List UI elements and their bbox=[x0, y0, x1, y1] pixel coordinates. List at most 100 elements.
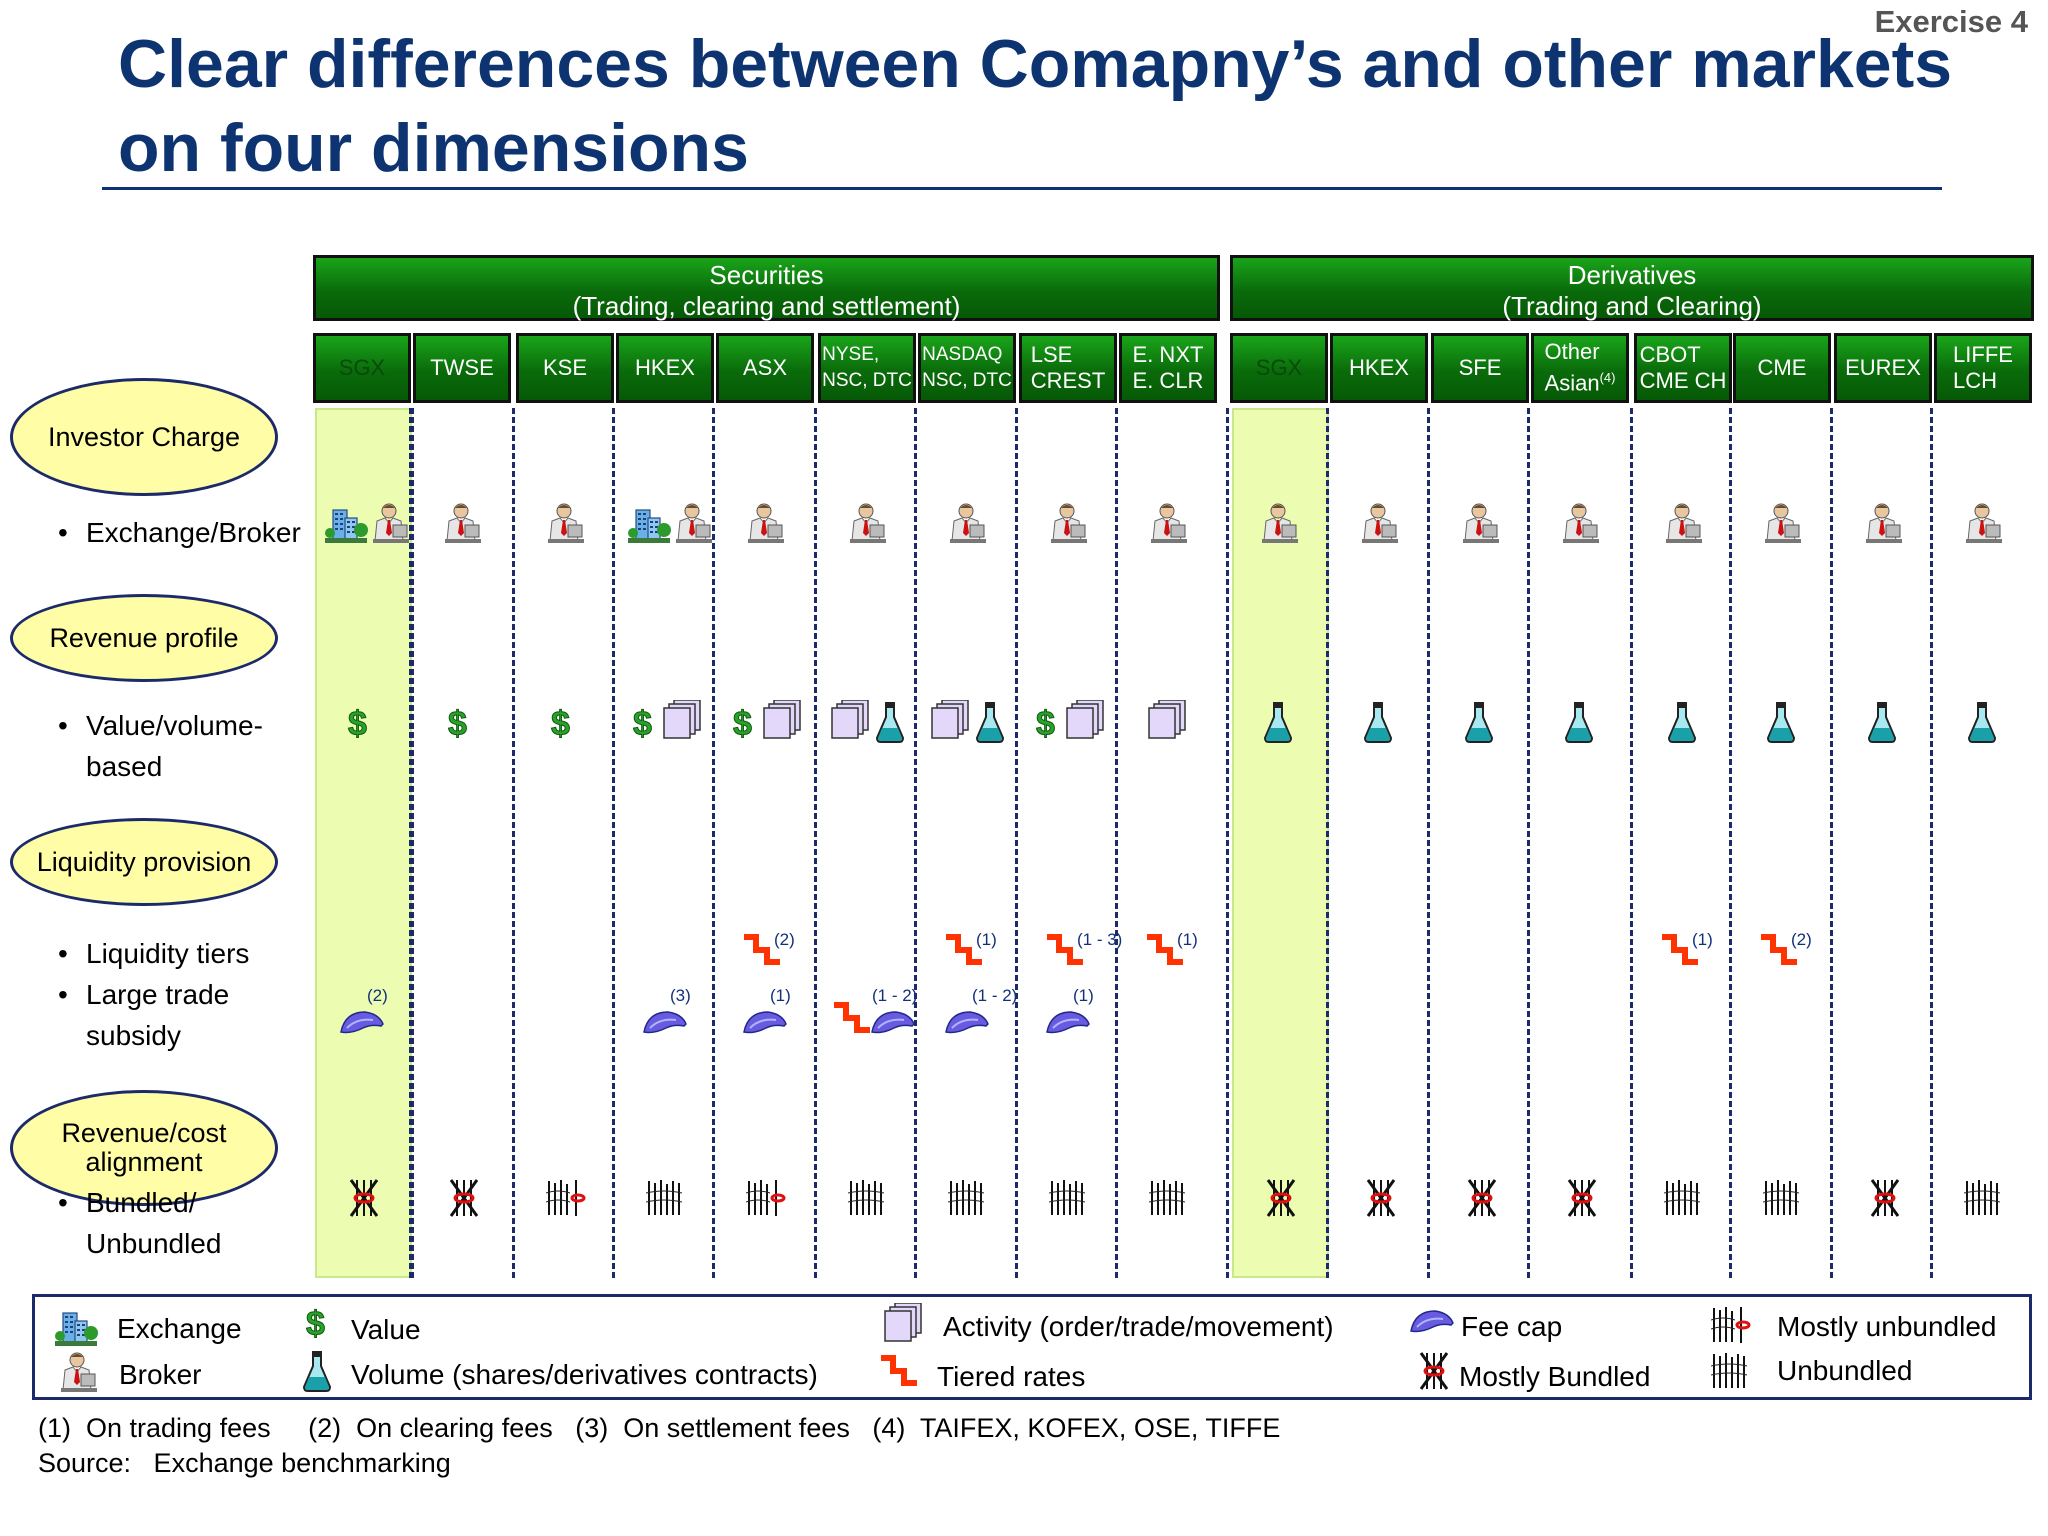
column-separator bbox=[1630, 408, 1633, 1278]
broker-icon bbox=[949, 503, 987, 544]
broker-icon bbox=[1562, 503, 1600, 544]
bundled-icon bbox=[1870, 1178, 1900, 1218]
title-line-2: on four dimensions bbox=[118, 110, 749, 186]
fee-cap-note: (3) bbox=[670, 986, 691, 1005]
legend-tiered: Tiered rates bbox=[937, 1361, 1086, 1392]
column-separator bbox=[512, 408, 515, 1278]
footnotes: (1) On trading fees (2) On clearing fees… bbox=[38, 1413, 1281, 1443]
column-header-text: EUREX bbox=[1845, 355, 1921, 381]
value-dollar-icon bbox=[732, 705, 753, 743]
bundled-icon bbox=[1567, 1178, 1597, 1218]
column-header: KSE bbox=[516, 333, 614, 403]
activity-stack-icon bbox=[763, 700, 801, 739]
broker-icon bbox=[1050, 503, 1088, 544]
column-header-text: LIFFE LCH bbox=[1953, 342, 2013, 394]
column-header-text: NASDAQ NSC, DTC bbox=[922, 342, 1012, 394]
column-header-text: CBOT CME CH bbox=[1640, 342, 1727, 394]
column-header-line2: Asian(4) bbox=[1544, 370, 1616, 396]
highlight-column-sgx-derivatives bbox=[1232, 408, 1329, 1278]
unbundled-icon bbox=[1664, 1179, 1701, 1216]
tiered-rates-icon bbox=[832, 1002, 874, 1038]
volume-flask-icon bbox=[876, 702, 904, 743]
fee-cap-note: (1 - 2) bbox=[872, 986, 918, 1005]
value-dollar-icon bbox=[347, 705, 368, 743]
group-securities-line1: Securities bbox=[709, 260, 824, 290]
column-header: NASDAQ NSC, DTC bbox=[918, 333, 1016, 403]
column-separator bbox=[1527, 408, 1530, 1278]
title-line-1: Clear differences between Comapny’s and … bbox=[118, 26, 1953, 102]
volume-flask-icon bbox=[1565, 702, 1593, 743]
column-header-line2: CME CH bbox=[1639, 368, 1727, 393]
column-header-line1: SGX bbox=[1255, 355, 1303, 380]
unbundled-icon bbox=[1711, 1352, 1748, 1389]
broker-icon bbox=[1965, 503, 2003, 544]
bundled-icon bbox=[449, 1178, 479, 1218]
column-header: SGX bbox=[1230, 333, 1328, 403]
broker-icon bbox=[372, 503, 410, 544]
page-title: Clear differences between Comapny’s and … bbox=[118, 22, 1968, 190]
volume-flask-icon bbox=[1668, 702, 1696, 743]
broker-icon bbox=[60, 1352, 98, 1393]
broker-icon bbox=[1865, 503, 1903, 544]
activity-stack-icon bbox=[1066, 700, 1104, 739]
group-header-derivatives: Derivatives (Trading and Clearing) bbox=[1230, 255, 2034, 321]
column-header: Other Asian(4) bbox=[1531, 333, 1629, 403]
legend-activity: Activity (order/trade/movement) bbox=[943, 1311, 1334, 1342]
fee-cap-icon bbox=[1410, 1310, 1454, 1333]
column-header-text: CME bbox=[1758, 355, 1807, 381]
legend-mostly-bundled: Mostly Bundled bbox=[1459, 1361, 1651, 1392]
activity-stack-icon bbox=[663, 700, 701, 739]
column-header: CBOT CME CH bbox=[1634, 333, 1732, 403]
unbundled-icon bbox=[646, 1179, 683, 1216]
column-header-line1: ASX bbox=[742, 355, 788, 380]
column-header-text: HKEX bbox=[635, 355, 695, 381]
legend-volume: Volume (shares/derivatives contracts) bbox=[351, 1359, 818, 1390]
column-header-line1: EUREX bbox=[1845, 355, 1921, 380]
column-header-line1: LSE bbox=[1030, 342, 1073, 367]
broker-icon bbox=[547, 503, 585, 544]
bundled-icon bbox=[349, 1178, 379, 1218]
fee-cap-icon bbox=[945, 1011, 989, 1034]
fee-cap-icon bbox=[743, 1011, 787, 1034]
exercise-label: Exercise 4 bbox=[1874, 4, 2028, 39]
column-header-text: SGX bbox=[339, 355, 385, 381]
legend-broker: Broker bbox=[119, 1359, 202, 1390]
activity-stack-icon bbox=[884, 1303, 922, 1342]
unbundled-icon bbox=[1149, 1179, 1186, 1216]
broker-icon bbox=[675, 503, 713, 544]
broker-icon bbox=[1764, 503, 1802, 544]
fee-cap-icon bbox=[643, 1011, 687, 1034]
broker-icon bbox=[1361, 503, 1399, 544]
column-header-line1: HKEX bbox=[635, 355, 695, 380]
value-dollar-icon bbox=[1035, 705, 1056, 743]
column-header-text: NYSE, NSC, DTC bbox=[822, 342, 912, 394]
group-derivatives-line1: Derivatives bbox=[1567, 260, 1697, 290]
volume-flask-icon bbox=[1465, 702, 1493, 743]
column-separator bbox=[914, 408, 917, 1278]
column-header-line2: LCH bbox=[1953, 368, 1998, 393]
unbundled-icon bbox=[1049, 1179, 1086, 1216]
tiered-rate-note: (1) bbox=[976, 930, 997, 949]
value-dollar-icon bbox=[305, 1305, 326, 1343]
category-revenue-cost-alignment: Revenue/cost alignment bbox=[10, 1090, 278, 1206]
category-revenue-profile: Revenue profile bbox=[10, 594, 278, 682]
bundled-icon bbox=[1266, 1178, 1296, 1218]
group-header-securities: Securities (Trading, clearing and settle… bbox=[313, 255, 1220, 321]
mostly-unbundled-icon bbox=[546, 1178, 586, 1218]
bundled-icon bbox=[1419, 1351, 1449, 1391]
legend-box: Exchange Broker Value Volume (shares/der… bbox=[32, 1294, 2032, 1400]
column-header-line1: NASDAQ bbox=[922, 344, 1003, 365]
column-header-text: KSE bbox=[543, 355, 587, 381]
group-derivatives-line2: (Trading and Clearing) bbox=[1502, 291, 1762, 321]
column-header-text: TWSE bbox=[430, 355, 494, 381]
alignment-line-1: Revenue/cost bbox=[61, 1118, 227, 1148]
value-dollar-icon bbox=[447, 705, 468, 743]
value-dollar-icon bbox=[632, 705, 653, 743]
title-divider bbox=[102, 187, 1942, 190]
column-header-text: ASX bbox=[743, 355, 787, 381]
column-header-text: LSE CREST bbox=[1031, 342, 1106, 394]
tiered-rate-note: (2) bbox=[1791, 930, 1812, 949]
legend-mostly-unbundled: Mostly unbundled bbox=[1777, 1311, 1997, 1342]
column-header-line1: TWSE bbox=[430, 355, 494, 380]
column-header-line1: CBOT bbox=[1639, 342, 1701, 367]
